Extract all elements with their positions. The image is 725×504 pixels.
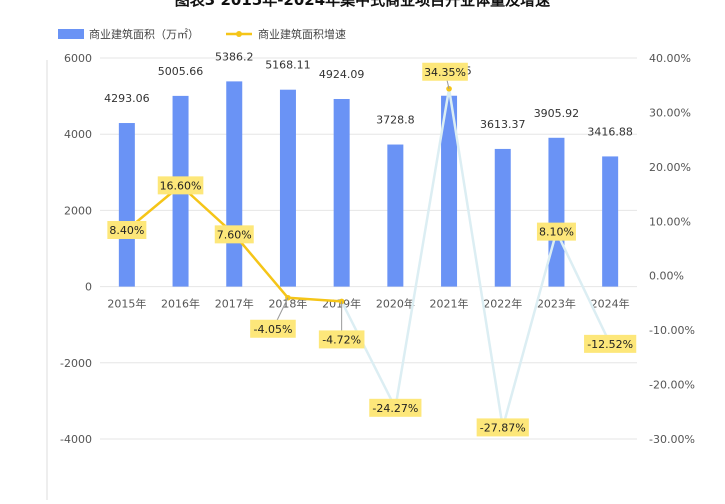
bar xyxy=(441,95,458,287)
x-tick-label: 2022年 xyxy=(483,297,522,311)
bar-value-label: 4293.06 xyxy=(104,92,150,105)
left-tick-label: 0 xyxy=(85,281,92,294)
growth-line-segment xyxy=(394,87,451,410)
right-tick-label: -30.00% xyxy=(649,433,695,446)
growth-label-box xyxy=(536,222,576,241)
bar xyxy=(333,98,350,287)
growth-value-label: -4.05% xyxy=(253,323,292,336)
right-tick-label: 0.00% xyxy=(649,270,684,283)
growth-label-box xyxy=(369,398,422,417)
growth-label-box xyxy=(214,225,254,244)
growth-label-box xyxy=(422,62,468,81)
bar xyxy=(387,144,404,287)
left-tick-label: 2000 xyxy=(64,204,92,217)
x-tick-label: 2015年 xyxy=(107,297,146,311)
growth-label-box xyxy=(318,330,365,349)
bar-value-label: 5005.66 xyxy=(158,65,204,78)
bar xyxy=(602,156,619,287)
bar xyxy=(226,81,243,287)
legend-line-label: 商业建筑面积增速 xyxy=(258,27,346,41)
right-tick-label: 30.00% xyxy=(649,106,691,119)
growth-value-label: -4.72% xyxy=(322,333,361,346)
bar-value-label: 4924.09 xyxy=(319,68,365,81)
x-tick-label: 2018年 xyxy=(268,297,307,311)
right-tick-label: -10.00% xyxy=(649,324,695,337)
growth-line-segment xyxy=(340,300,397,410)
bar xyxy=(279,89,296,287)
left-tick-label: 4000 xyxy=(64,128,92,141)
bar xyxy=(494,148,511,287)
x-tick-label: 2016年 xyxy=(161,297,200,311)
bar-value-label: 3416.88 xyxy=(587,125,633,138)
bar-value-label: 3613.37 xyxy=(480,118,526,131)
right-tick-label: 40.00% xyxy=(649,52,691,65)
bar-value-label: 5386.2 xyxy=(215,50,254,63)
growth-value-label: 8.10% xyxy=(539,226,574,239)
legend-bar-label: 商业建筑面积（万㎡） xyxy=(89,27,199,41)
chart-title: 图表3 2015年-2024年集中式商业项目开业体量及增速 xyxy=(174,0,551,9)
left-tick-label: 6000 xyxy=(64,52,92,65)
growth-line-segment xyxy=(447,87,504,429)
growth-line-segment xyxy=(555,230,612,346)
growth-value-label: 16.60% xyxy=(160,179,202,192)
bar xyxy=(548,137,565,287)
legend-line-marker xyxy=(236,31,242,37)
bar-value-label: 3728.8 xyxy=(376,114,415,127)
growth-line-segment xyxy=(501,230,558,429)
bar xyxy=(118,123,135,287)
growth-line-segment xyxy=(286,296,343,303)
growth-value-label: 7.60% xyxy=(217,228,252,241)
right-tick-label: 20.00% xyxy=(649,161,691,174)
x-tick-label: 2020年 xyxy=(376,297,415,311)
x-tick-label: 2017年 xyxy=(215,297,254,311)
x-tick-label: 2023年 xyxy=(537,297,576,311)
x-tick-label: 2024年 xyxy=(591,297,630,311)
growth-label-box xyxy=(157,176,204,195)
bar-value-label: 5168.11 xyxy=(265,59,311,72)
bar-value-label: 3905.92 xyxy=(534,107,580,120)
growth-label-box xyxy=(250,319,296,338)
x-tick-label: 2021年 xyxy=(430,297,469,311)
growth-label-box xyxy=(476,418,529,437)
growth-value-label: 34.35% xyxy=(424,66,466,79)
growth-label-box xyxy=(107,220,147,239)
right-tick-label: 10.00% xyxy=(649,215,691,228)
growth-line-segment xyxy=(233,233,290,300)
growth-value-label: -24.27% xyxy=(372,402,418,415)
left-tick-label: -4000 xyxy=(60,433,92,446)
left-tick-label: -2000 xyxy=(60,357,92,370)
growth-value-label: -27.87% xyxy=(480,421,526,434)
growth-value-label: 8.40% xyxy=(109,224,144,237)
growth-label-box xyxy=(584,334,637,353)
legend-bar-swatch xyxy=(58,29,84,39)
right-tick-label: -20.00% xyxy=(649,379,695,392)
growth-value-label: -12.52% xyxy=(587,338,633,351)
